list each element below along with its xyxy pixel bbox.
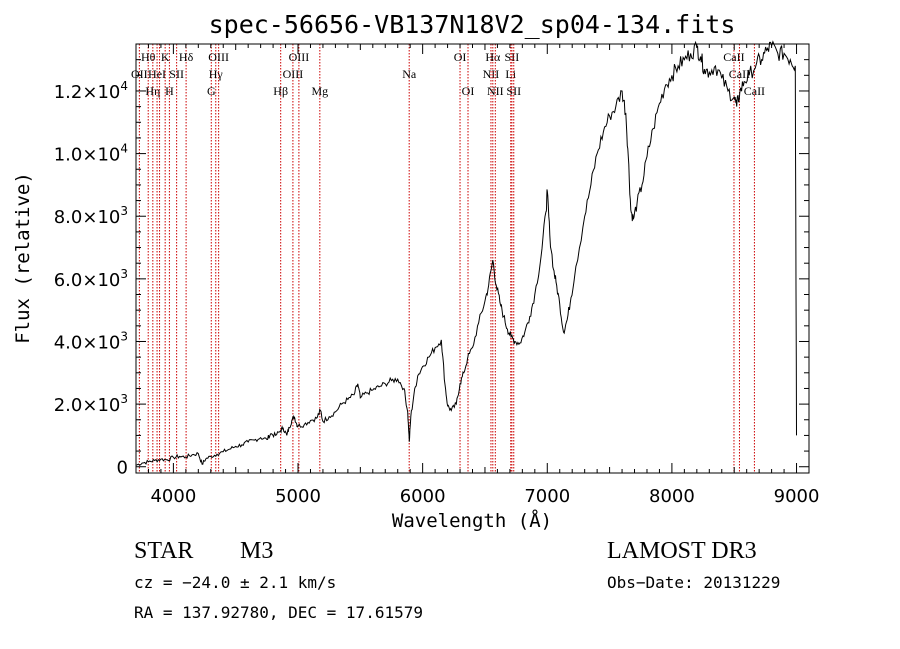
spectral-line-label: H <box>165 84 174 98</box>
y-tick-label: 6.0×103 <box>54 267 128 291</box>
spectral-line-label: NII <box>483 67 500 81</box>
x-axis-label: Wavelength (Å) <box>392 509 552 532</box>
spectral-line-markers: OII Hθ Hη HeI K H SII Hδ G Hγ OIII Hβ OIII OIII Mg Na OI… <box>131 44 765 473</box>
y-tick-label: 4.0×103 <box>54 329 128 353</box>
spectral-line-label: G <box>207 84 216 98</box>
y-tick-label: 1.0×104 <box>54 142 128 166</box>
spectral-line-label: K <box>161 50 170 64</box>
spectral-line-label: OII <box>131 67 148 81</box>
object-class: STAR <box>134 538 194 564</box>
spectral-line-label: OI <box>462 84 475 98</box>
spectral-line-label: Hη <box>145 84 160 98</box>
x-tick-label: 5000 <box>275 486 321 507</box>
spectral-line-label: Hθ <box>141 50 156 64</box>
y-tick-label: 8.0×103 <box>54 204 128 228</box>
spectral-line-label: Li <box>505 67 516 81</box>
axis-ticks: 4000 5000 6000 7000 8000 9000 0 2.0×103 4.0×103 6… <box>54 44 820 507</box>
y-tick-label: 1.2×104 <box>54 79 128 103</box>
spectral-line-label: OIII <box>283 67 304 81</box>
spectral-line-label: Hγ <box>209 67 224 81</box>
ra-dec-coordinates: RA = 137.92780, DEC = 17.61579 <box>134 603 423 622</box>
spectrum-series-line <box>135 40 797 466</box>
spectral-line-label: SII <box>169 67 184 81</box>
observation-date: Obs−Date: 20131229 <box>607 573 781 592</box>
y-tick-label: 2.0×103 <box>54 392 128 416</box>
object-subclass: M3 <box>240 538 274 564</box>
chart-title: spec-56656-VB137N18V2_sp04-134.fits <box>209 10 736 39</box>
y-axis-label: Flux (relative) <box>12 172 34 344</box>
spectral-line-label: CaII <box>729 67 750 81</box>
x-tick-label: 6000 <box>400 486 446 507</box>
spectral-line-label: CaII <box>723 50 744 64</box>
plot-frame <box>135 43 810 474</box>
redshift-cz: cz = −24.0 ± 2.1 km/s <box>134 573 337 592</box>
spectral-line-label: OIII <box>289 50 310 64</box>
y-tick-label: 0 <box>117 458 128 479</box>
survey-name: LAMOST DR3 <box>607 538 757 564</box>
spectral-line-label: HeI <box>148 67 166 81</box>
spectral-line-label: Hα <box>485 50 501 64</box>
spectral-line-label: Mg <box>311 84 328 98</box>
spectral-line-label: Hβ <box>273 84 288 98</box>
x-tick-label: 9000 <box>774 486 820 507</box>
spectral-line-label: Hδ <box>179 50 194 64</box>
x-tick-label: 7000 <box>524 486 570 507</box>
x-tick-label: 4000 <box>150 486 196 507</box>
spectral-line-label: OI <box>454 50 467 64</box>
x-tick-label: 8000 <box>649 486 695 507</box>
spectral-line-label: Na <box>402 67 417 81</box>
spectral-line-label: SII <box>505 50 520 64</box>
spectral-line-label: NII <box>487 84 504 98</box>
spectral-line-label: SII <box>506 84 521 98</box>
spectral-line-label: CaII <box>744 84 765 98</box>
spectral-line-label: OIII <box>208 50 229 64</box>
